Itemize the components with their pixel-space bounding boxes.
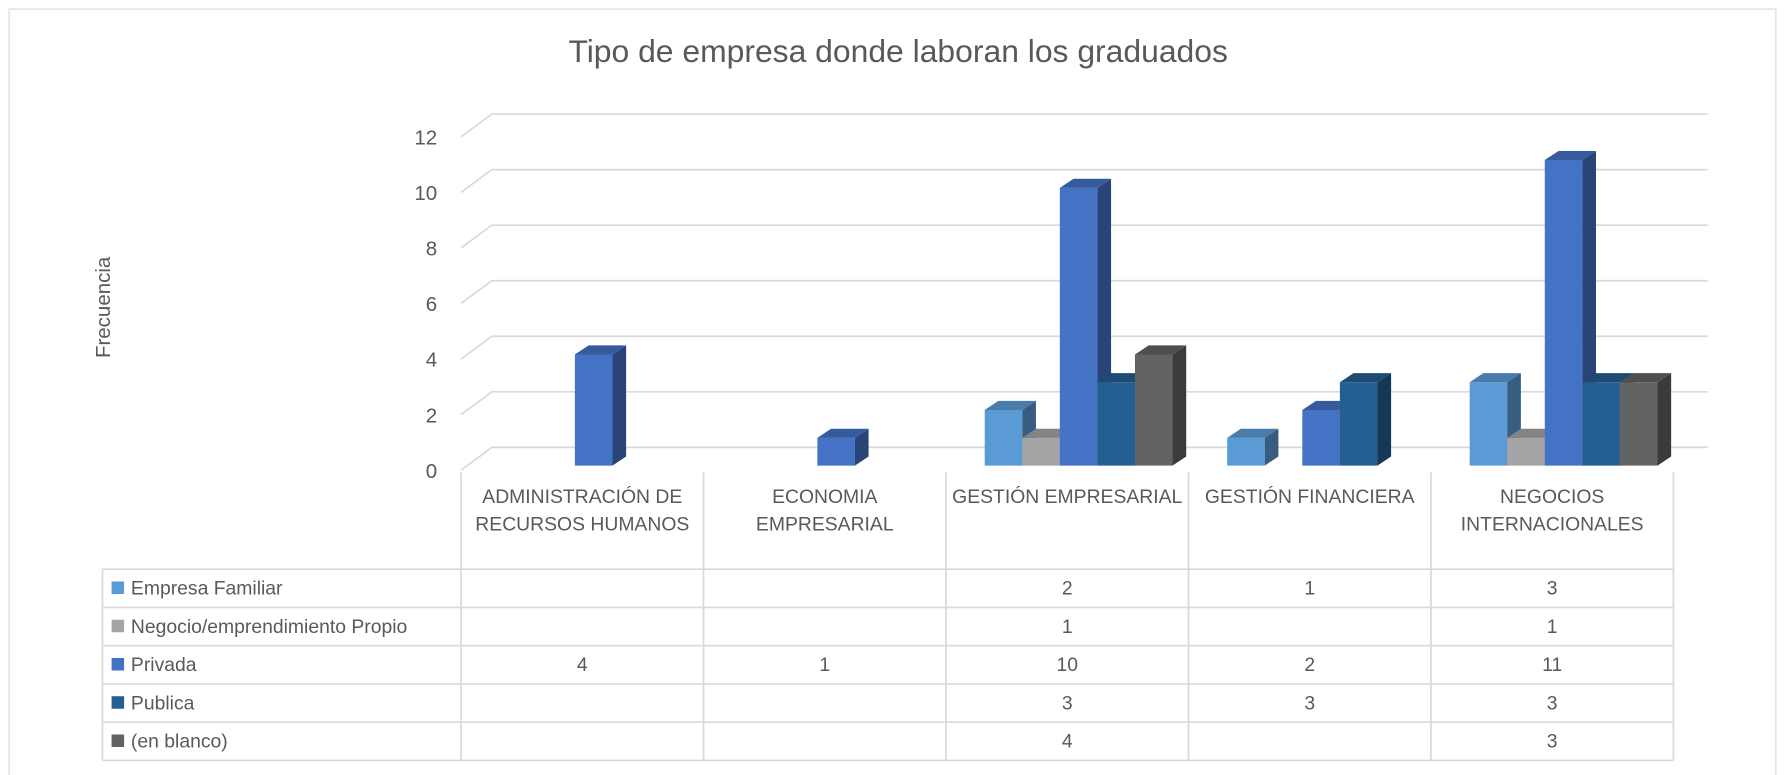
bar-top xyxy=(1544,150,1597,161)
bar-side xyxy=(1657,373,1672,466)
y-tick-label: 8 xyxy=(426,238,437,261)
bar-front xyxy=(1544,160,1583,466)
bar-front xyxy=(1227,437,1265,466)
x-tick-label: ECONOMIA EMPRESARIAL xyxy=(755,486,894,536)
bar-top xyxy=(1619,373,1672,383)
bar-top xyxy=(1582,373,1634,383)
bar-front xyxy=(1097,382,1135,466)
bar-front xyxy=(817,437,855,466)
category-cell: GESTIÓN EMPRESARIAL xyxy=(952,486,1183,508)
y-tick-label: 6 xyxy=(426,293,437,316)
legend-swatch xyxy=(111,619,125,633)
bar-top xyxy=(1134,345,1187,355)
table-value: 11 xyxy=(1542,654,1562,676)
category-cell: NEGOCIOS INTERNACIONALES xyxy=(1460,486,1644,536)
y-tick-label: 12 xyxy=(414,127,437,150)
bar-front xyxy=(1059,187,1098,466)
table-value: 4 xyxy=(577,654,588,676)
bar-front xyxy=(1582,382,1620,466)
legend-label: Publica xyxy=(131,692,195,714)
bar-side xyxy=(612,345,627,466)
bar-side xyxy=(854,428,869,466)
y-axis-label: Frecuencia xyxy=(92,256,115,358)
category-cell: ADMINISTRACIÓN DE RECURSOS HUMANOS xyxy=(475,486,690,536)
legend-swatch xyxy=(111,696,125,709)
legend-label: Privada xyxy=(131,654,197,676)
table-value: 4 xyxy=(1062,731,1073,753)
bar-front xyxy=(1619,382,1658,466)
bar xyxy=(574,345,627,466)
table-value: 3 xyxy=(1547,578,1558,600)
bar xyxy=(1227,428,1279,466)
table-value: 3 xyxy=(1304,692,1315,714)
bar-front xyxy=(1022,437,1060,466)
x-tick-label: GESTIÓN FINANCIERA xyxy=(1204,486,1415,508)
x-tick-label: GESTIÓN EMPRESARIAL xyxy=(952,486,1183,508)
table-value: 2 xyxy=(1062,578,1073,600)
bar xyxy=(1134,345,1187,466)
y-tick-label: 0 xyxy=(426,460,437,483)
legend-swatch xyxy=(111,581,125,594)
table-value: 3 xyxy=(1062,692,1073,714)
bar-front xyxy=(1469,382,1508,466)
table-value: 10 xyxy=(1056,654,1078,676)
bar xyxy=(1339,373,1392,466)
table-value: 3 xyxy=(1547,692,1558,714)
table-value: 1 xyxy=(819,654,830,676)
bar-top xyxy=(1339,373,1392,383)
bar-front xyxy=(574,354,613,466)
x-tick-label: ADMINISTRACIÓN DE RECURSOS HUMANOS xyxy=(475,486,690,536)
bar-front xyxy=(1339,382,1378,466)
bar-front xyxy=(1507,437,1545,466)
grid-line xyxy=(460,113,1708,138)
grid-line xyxy=(460,168,1708,194)
table-value: 3 xyxy=(1547,731,1558,753)
table-value: 1 xyxy=(1062,616,1073,638)
bar xyxy=(817,428,869,466)
grid-line xyxy=(460,390,1708,416)
bar-front xyxy=(1134,354,1173,466)
grid-line xyxy=(460,224,1708,249)
grid-line xyxy=(460,335,1708,360)
legend-swatch xyxy=(111,734,125,747)
bar-side xyxy=(1264,428,1279,466)
legend-swatch xyxy=(111,657,125,671)
x-tick-label: NEGOCIOS INTERNACIONALES xyxy=(1460,486,1644,536)
bar-top xyxy=(817,428,869,438)
bar-top xyxy=(1469,373,1521,383)
bar-front xyxy=(1302,410,1340,466)
bar-side xyxy=(1377,373,1392,466)
y-tick-label: 2 xyxy=(426,404,437,427)
bar-top xyxy=(1059,178,1112,188)
bar-top xyxy=(574,345,627,355)
category-cell: ECONOMIA EMPRESARIAL xyxy=(755,486,894,536)
legend-label: Empresa Familiar xyxy=(131,578,283,600)
category-cell: GESTIÓN FINANCIERA xyxy=(1204,486,1415,508)
bar-top xyxy=(1227,428,1279,438)
bar-front xyxy=(984,410,1023,466)
bar-top xyxy=(984,400,1036,411)
y-tick-label: 4 xyxy=(426,349,437,372)
legend-label: (en blanco) xyxy=(131,731,228,753)
bar-side xyxy=(1172,345,1187,466)
bar xyxy=(1619,373,1672,466)
table-value: 1 xyxy=(1547,616,1558,638)
table-value: 1 xyxy=(1304,578,1315,600)
legend-label: Negocio/emprendimiento Propio xyxy=(131,616,407,638)
table-value: 2 xyxy=(1304,654,1315,676)
grid-line xyxy=(460,279,1708,305)
chart-title: Tipo de empresa donde laboran los gradua… xyxy=(568,33,1227,69)
y-tick-label: 10 xyxy=(414,182,437,205)
